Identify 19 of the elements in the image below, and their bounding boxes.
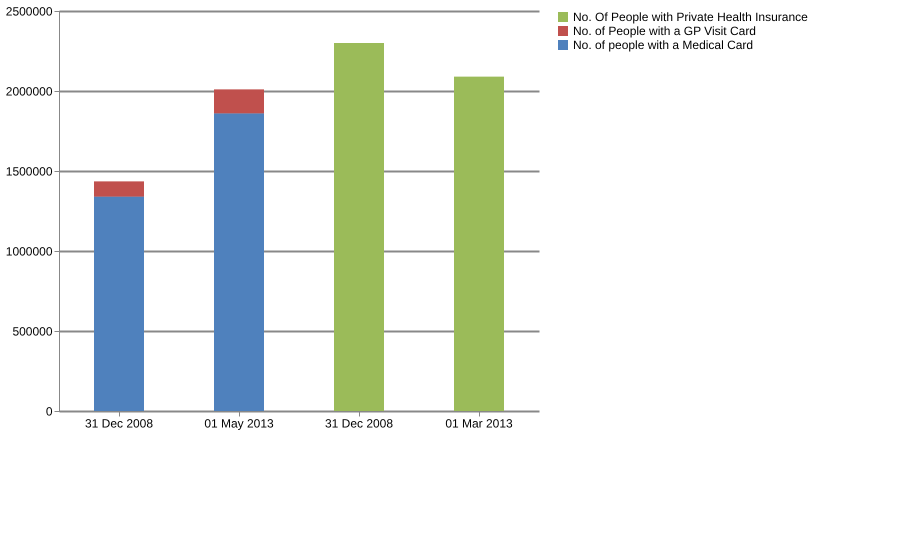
x-tick-label: 31 Dec 2008 [324, 416, 394, 430]
y-tick-label: 0 [46, 404, 53, 418]
bar [454, 76, 504, 411]
y-tick-label: 2500000 [6, 4, 53, 18]
x-tick-label: 01 May 2013 [204, 416, 274, 430]
y-tick-label: 500000 [12, 324, 53, 338]
bar [214, 113, 264, 411]
bar [214, 89, 264, 114]
legend-label: No. Of People with Private Health Insurance [573, 10, 808, 24]
x-tick-label: 01 Mar 2013 [445, 416, 514, 430]
y-tick-label: 1000000 [6, 244, 53, 258]
bar [94, 196, 144, 411]
x-tick-label: 31 Dec 2008 [84, 416, 154, 430]
legend-label: No. of people with a Medical Card [573, 38, 754, 52]
bar [334, 43, 384, 411]
y-tick-label: 2000000 [6, 84, 53, 98]
legend-label: No. of People with a GP Visit Card [573, 24, 756, 38]
y-tick-label: 1500000 [6, 164, 53, 178]
bar [94, 181, 144, 197]
